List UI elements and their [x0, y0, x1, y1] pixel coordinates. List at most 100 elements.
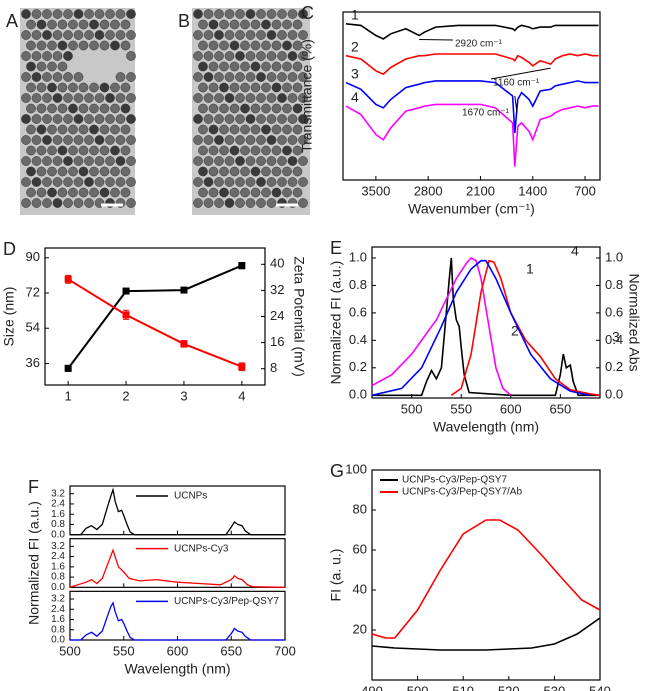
nanoparticle [115, 30, 126, 40]
nanoparticle [229, 187, 240, 198]
nanoparticle [219, 19, 229, 30]
y-tick-label: 2.4 [51, 604, 65, 615]
nanoparticle [126, 177, 136, 187]
y-axis-title: Size (nm) [1, 287, 17, 347]
nanoparticle [84, 135, 94, 145]
nanoparticle [287, 72, 298, 82]
series-label: 4 [571, 243, 579, 259]
y-tick-label: 2.4 [51, 551, 65, 562]
x-tick-label: 4 [238, 388, 245, 403]
nanoparticle [21, 156, 31, 166]
y2-tick-label: 0.6 [605, 304, 623, 319]
x-axis-title: Wavenumber (cm⁻¹) [408, 201, 535, 217]
nanoparticle [224, 114, 235, 124]
nanoparticle [245, 198, 256, 208]
nanoparticle [287, 9, 298, 19]
y-tick-label: 3.2 [51, 594, 65, 605]
nanoparticle [126, 156, 136, 166]
nanoparticle [42, 177, 52, 187]
marker [238, 262, 246, 270]
y2-tick-label: 0.0 [605, 387, 623, 402]
nanoparticle [78, 82, 89, 93]
x-tick-label: 1 [65, 388, 72, 403]
nanoparticle [110, 40, 120, 51]
nanoparticle [277, 135, 287, 145]
annotation: 2920 cm⁻¹ [455, 39, 503, 50]
nanoparticle [208, 103, 219, 114]
nanoparticle [26, 19, 36, 30]
nanoparticle [78, 187, 89, 198]
nanoparticle [73, 156, 84, 166]
nanoparticle [78, 103, 89, 114]
nanoparticle [266, 114, 277, 124]
x-axis-title: Wavelength (nm) [433, 419, 539, 435]
nanoparticle [245, 72, 256, 82]
data-line [70, 601, 285, 641]
nanoparticle [292, 19, 303, 30]
nanoparticle [282, 166, 292, 177]
series-label: 1 [526, 261, 534, 277]
plot-frame [371, 469, 601, 681]
nanoparticle [57, 124, 68, 135]
panel-label: G [330, 461, 344, 481]
nanoparticle [84, 177, 94, 187]
nanoparticle [63, 30, 73, 40]
nanoparticle [47, 103, 57, 114]
x-tick-label: 550 [450, 401, 472, 416]
nanoparticle [57, 19, 68, 30]
annotation-arrow [514, 95, 518, 114]
nanoparticle [250, 187, 261, 198]
y-tick-label: 54 [26, 320, 40, 335]
nanoparticle [214, 135, 224, 145]
nanoparticle [298, 156, 308, 166]
nanoparticle [277, 30, 287, 40]
nanoparticle [287, 93, 298, 103]
nanoparticle [26, 124, 36, 135]
nanoparticle [193, 9, 203, 19]
nanoparticle [245, 135, 256, 145]
nanoparticle [36, 103, 47, 114]
nanoparticle [266, 177, 277, 187]
nanoparticle [203, 30, 214, 40]
nanoparticle [240, 82, 250, 93]
nanoparticle [47, 166, 57, 177]
nanoparticle [229, 19, 240, 30]
marker [64, 364, 72, 372]
nanoparticle [256, 177, 266, 187]
nanoparticle [52, 72, 63, 82]
y2-tick-label: 24 [270, 308, 284, 323]
nanoparticle [292, 82, 303, 93]
y-tick-label: 1.6 [51, 614, 65, 625]
nanoparticle [214, 9, 224, 19]
nanoparticle [235, 156, 245, 166]
legend-label: UCNPs-Cy3/Pep-QSY7 [402, 475, 507, 486]
nanoparticle [287, 114, 298, 124]
nanoparticle [36, 82, 47, 93]
nanoparticle [219, 124, 229, 135]
nanoparticle [198, 187, 208, 198]
nanoparticle [21, 72, 31, 82]
nanoparticle [219, 61, 229, 72]
nanoparticle [63, 114, 73, 124]
nanoparticle [84, 198, 94, 208]
x-tick-label: 500 [407, 683, 429, 691]
data-line [371, 519, 601, 639]
nanoparticle [245, 93, 256, 103]
annotation: 1160 cm⁻¹ [493, 78, 540, 89]
nanoparticle [240, 124, 250, 135]
nanoparticle [31, 135, 42, 145]
y-tick-label: 3.2 [51, 541, 65, 552]
nanoparticle [198, 124, 208, 135]
nanoparticle [271, 187, 282, 198]
nanoparticle [219, 40, 229, 51]
nanoparticle [21, 9, 31, 19]
nanoparticle [282, 40, 292, 51]
nanoparticle [240, 166, 250, 177]
y2-tick-label: 0.2 [605, 359, 623, 374]
y2-tick-label: 1.0 [605, 249, 623, 264]
nanoparticle [110, 82, 120, 93]
nanoparticle [26, 82, 36, 93]
nanoparticle [73, 135, 84, 145]
panel-label: A [6, 11, 18, 31]
panel-label: D [3, 239, 16, 259]
